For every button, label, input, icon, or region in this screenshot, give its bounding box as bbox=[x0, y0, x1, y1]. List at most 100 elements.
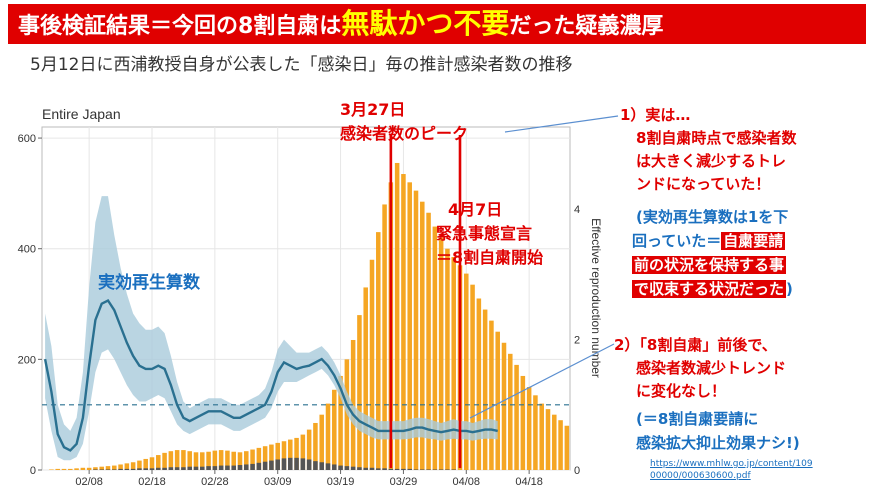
bar-infections bbox=[174, 450, 180, 470]
bar-infections bbox=[300, 434, 306, 470]
bar-dark bbox=[420, 469, 425, 470]
bar-infections bbox=[438, 237, 444, 470]
bar-infections bbox=[533, 395, 538, 470]
bar-infections bbox=[118, 464, 123, 470]
bar-infections bbox=[376, 232, 381, 470]
bar-infections bbox=[225, 450, 230, 470]
bar-infections bbox=[288, 439, 293, 470]
x-tick-label: 02/08 bbox=[75, 476, 103, 488]
bar-infections bbox=[149, 457, 155, 470]
banner-text-1: 事後検証結果＝今回の8割自粛は bbox=[18, 14, 342, 39]
bar-infections bbox=[237, 452, 243, 470]
bar-infections bbox=[262, 446, 268, 470]
note1-line6a: 回っていた＝ bbox=[632, 232, 722, 250]
note1-line6: 回っていた＝ 自粛要請 bbox=[632, 230, 786, 251]
x-tick-label: 02/28 bbox=[201, 476, 229, 488]
bar-infections bbox=[124, 463, 130, 470]
bar-infections bbox=[269, 444, 274, 470]
bar-infections bbox=[470, 284, 475, 470]
bar-dark bbox=[174, 467, 180, 470]
x-tick-label: 04/18 bbox=[515, 476, 543, 488]
bar-infections bbox=[55, 468, 60, 470]
headline-banner: 事後検証結果＝今回の8割自粛は無駄かつ不要だった疑義濃厚 bbox=[8, 4, 866, 44]
bar-dark bbox=[325, 463, 331, 470]
bar-infections bbox=[250, 449, 255, 470]
bar-dark bbox=[275, 459, 280, 470]
x-tick-label: 03/19 bbox=[327, 476, 355, 488]
bar-infections bbox=[281, 441, 287, 470]
source-link-line2: 00000/000630600.pdf bbox=[650, 471, 751, 481]
y-tick-label: 200 bbox=[18, 354, 36, 366]
bar-dark bbox=[319, 462, 324, 470]
declaration-label-2: ＝8割自粛開始 bbox=[436, 248, 544, 267]
bar-infections bbox=[137, 460, 142, 470]
bar-dark bbox=[269, 460, 274, 470]
bar-dark bbox=[130, 468, 136, 470]
bar-infections bbox=[357, 315, 362, 470]
bar-infections bbox=[193, 452, 199, 470]
bar-infections bbox=[256, 447, 262, 470]
bar-dark bbox=[313, 461, 318, 470]
bar-dark bbox=[212, 466, 218, 470]
bar-infections bbox=[501, 342, 507, 470]
bar-infections bbox=[489, 320, 494, 470]
bar-infections bbox=[432, 226, 438, 470]
rt-series-label: 実効再生算数 bbox=[98, 273, 200, 293]
bar-infections bbox=[294, 437, 299, 470]
rt-line bbox=[43, 298, 498, 452]
note2-line1: 2）「8割自粛」前後で、 bbox=[614, 336, 777, 354]
bar-dark bbox=[401, 468, 406, 470]
y-tick-label: 0 bbox=[30, 465, 36, 477]
note2-line4: (＝8割自粛要請に bbox=[636, 410, 759, 428]
bar-infections bbox=[105, 466, 111, 470]
bar-infections bbox=[382, 204, 387, 471]
bar-dark bbox=[168, 467, 174, 470]
bar-infections bbox=[508, 353, 513, 470]
bar-dark bbox=[288, 457, 293, 470]
note1-line7-wrap: 前の状況を保持する事 bbox=[632, 254, 787, 275]
bar-infections bbox=[363, 287, 368, 470]
bar-dark bbox=[244, 464, 249, 470]
bar-dark bbox=[93, 469, 98, 470]
bar-infections bbox=[61, 468, 67, 470]
y-tick-label: 400 bbox=[18, 244, 36, 256]
y-tick-label: 600 bbox=[18, 133, 36, 145]
bar-dark bbox=[200, 466, 205, 470]
chart-subtitle: 5月12日に西浦教授自身が公表した「感染日」毎の推計感染者数の推移 bbox=[30, 55, 573, 75]
bar-dark bbox=[137, 468, 142, 470]
bar-infections bbox=[545, 409, 551, 470]
declaration-date-label: 4月7日 bbox=[448, 200, 503, 219]
bar-infections bbox=[130, 462, 136, 470]
y2-tick-label: 0 bbox=[574, 465, 580, 477]
bar-dark bbox=[162, 467, 167, 470]
bar-infections bbox=[68, 468, 73, 470]
bar-infections bbox=[344, 359, 350, 470]
bar-infections bbox=[187, 451, 192, 470]
bar-dark bbox=[306, 459, 312, 470]
y2-tick-label: 4 bbox=[574, 204, 580, 216]
bar-dark bbox=[181, 467, 186, 470]
bar-infections bbox=[168, 451, 174, 470]
bar-infections bbox=[413, 190, 419, 470]
bar-infections bbox=[306, 429, 312, 470]
y2-tick-label: 2 bbox=[574, 335, 580, 347]
bar-infections bbox=[495, 331, 500, 470]
bar-infections bbox=[394, 162, 400, 471]
bar-infections bbox=[181, 450, 186, 470]
bar-dark bbox=[300, 458, 306, 470]
source-link[interactable]: https://www.mhlw.go.jp/content/109 00000/… bbox=[650, 458, 813, 482]
bar-infections bbox=[275, 442, 280, 470]
bar-dark bbox=[445, 469, 450, 470]
bar-dark bbox=[369, 467, 375, 470]
bar-infections bbox=[539, 403, 544, 470]
chart-title: Entire Japan bbox=[42, 106, 121, 122]
plot-area bbox=[41, 126, 571, 471]
bar-dark bbox=[225, 465, 230, 470]
bar-dark bbox=[281, 458, 287, 470]
x-tick-label: 02/18 bbox=[138, 476, 166, 488]
x-tick-label: 03/09 bbox=[264, 476, 292, 488]
bar-dark bbox=[332, 464, 337, 470]
bar-infections bbox=[558, 420, 563, 470]
bar-dark bbox=[231, 465, 236, 470]
banner-highlight: 無駄かつ不要 bbox=[341, 7, 510, 40]
